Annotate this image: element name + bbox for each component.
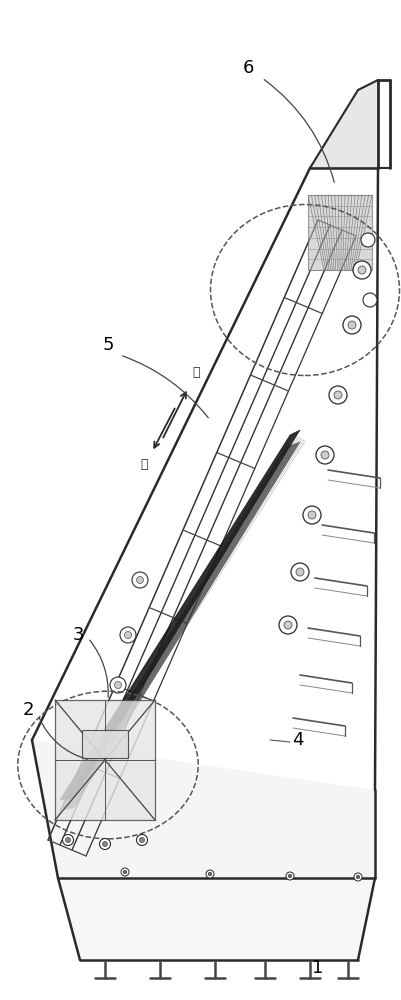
Text: 1: 1: [312, 959, 323, 977]
Circle shape: [357, 266, 365, 274]
Circle shape: [62, 834, 73, 845]
Circle shape: [114, 682, 121, 688]
Polygon shape: [32, 740, 374, 878]
Circle shape: [288, 874, 291, 878]
Text: 6: 6: [242, 59, 253, 77]
Circle shape: [121, 868, 129, 876]
Circle shape: [290, 563, 308, 581]
Circle shape: [333, 391, 341, 399]
Text: 回: 回: [192, 365, 199, 378]
Circle shape: [65, 837, 70, 842]
Circle shape: [285, 872, 293, 880]
Circle shape: [99, 838, 110, 849]
Polygon shape: [307, 195, 371, 270]
Circle shape: [124, 632, 131, 638]
Circle shape: [205, 870, 213, 878]
Polygon shape: [60, 430, 299, 800]
Text: 3: 3: [72, 626, 83, 644]
Circle shape: [136, 834, 147, 845]
Circle shape: [315, 446, 333, 464]
Circle shape: [208, 872, 211, 876]
Polygon shape: [309, 80, 377, 168]
Circle shape: [302, 506, 320, 524]
Circle shape: [102, 841, 107, 846]
Circle shape: [352, 261, 370, 279]
Text: 4: 4: [292, 731, 303, 749]
Polygon shape: [60, 442, 299, 810]
Polygon shape: [82, 730, 128, 758]
Text: 5: 5: [102, 336, 113, 354]
Circle shape: [123, 870, 126, 874]
Polygon shape: [58, 878, 374, 960]
FancyArrowPatch shape: [89, 640, 108, 697]
Circle shape: [295, 568, 303, 576]
FancyArrowPatch shape: [122, 356, 208, 418]
Circle shape: [139, 837, 144, 842]
Circle shape: [136, 576, 143, 584]
FancyArrowPatch shape: [39, 718, 87, 759]
Circle shape: [278, 616, 296, 634]
Circle shape: [283, 621, 291, 629]
Circle shape: [328, 386, 346, 404]
Circle shape: [360, 233, 374, 247]
FancyArrowPatch shape: [263, 80, 334, 182]
Circle shape: [120, 627, 136, 643]
Polygon shape: [55, 700, 155, 820]
Text: 前: 前: [140, 458, 148, 472]
Circle shape: [132, 572, 148, 588]
Circle shape: [355, 875, 359, 879]
Circle shape: [342, 316, 360, 334]
Circle shape: [320, 451, 328, 459]
Circle shape: [362, 293, 376, 307]
Circle shape: [307, 511, 315, 519]
Circle shape: [347, 321, 355, 329]
Circle shape: [353, 873, 361, 881]
Circle shape: [110, 677, 126, 693]
Text: 2: 2: [22, 701, 34, 719]
